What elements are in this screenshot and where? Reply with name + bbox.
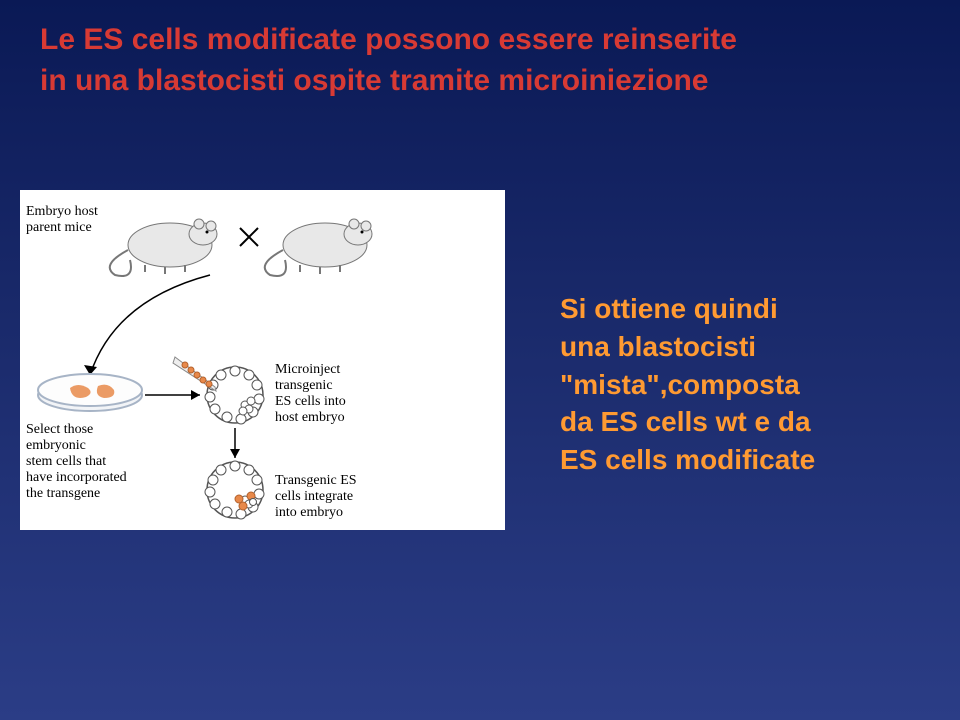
arrow-to-dish-icon — [90, 275, 210, 375]
chimeric-embryo-icon — [205, 461, 264, 519]
body-line-2: una blastocisti — [560, 331, 756, 362]
slide: { "title_line1": "Le ES cells modificate… — [0, 0, 960, 720]
title-line-1: Le ES cells modificate possono essere re… — [40, 23, 737, 56]
body-line-3: "mista",composta — [560, 369, 800, 400]
arrowhead-2 — [191, 390, 200, 400]
caption-microinject: Microinject transgenic ES cells into hos… — [275, 362, 346, 426]
mouse-left-icon — [110, 219, 217, 276]
caption-integrate: Transgenic ES cells integrate into embry… — [275, 473, 357, 521]
host-embryo-icon — [173, 357, 264, 424]
arrowhead-3 — [230, 449, 240, 458]
title-line-2: in una blastocisti ospite tramite microi… — [40, 64, 708, 97]
body-line-1: Si ottiene quindi — [560, 293, 778, 324]
body-line-4: da ES cells wt e da — [560, 406, 811, 437]
mouse-right-icon — [265, 219, 372, 276]
caption-select: Select those embryonic stem cells that h… — [26, 422, 127, 502]
petri-dish-icon — [38, 374, 142, 411]
slide-title: Le ES cells modificate possono essere re… — [40, 20, 920, 101]
body-line-5: ES cells modificate — [560, 444, 815, 475]
caption-embryo-host: Embryo host parent mice — [26, 204, 98, 236]
figure-panel: Embryo host parent mice Select those emb… — [20, 190, 505, 530]
body-text: Si ottiene quindi una blastocisti "mista… — [560, 290, 815, 479]
cross-icon — [240, 228, 258, 246]
